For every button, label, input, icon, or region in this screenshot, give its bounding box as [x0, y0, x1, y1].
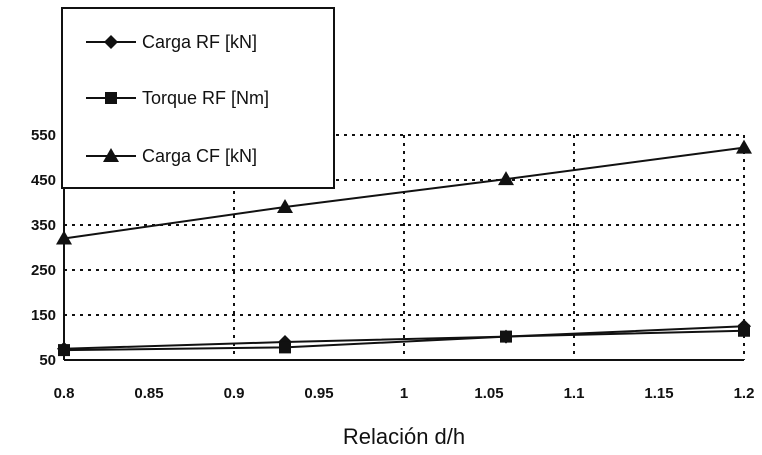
- y-tick-label: 350: [31, 217, 56, 234]
- x-tick-label: 1.2: [734, 385, 755, 402]
- legend-label: Torque RF [Nm]: [142, 88, 269, 108]
- y-tick-label: 150: [31, 307, 56, 324]
- series-group: [56, 139, 752, 357]
- x-tick-label: 0.8: [54, 385, 75, 402]
- y-tick-label: 250: [31, 262, 56, 279]
- legend-marker-diamond: [104, 35, 118, 49]
- x-tick-label: 0.9: [224, 385, 245, 402]
- x-axis-title: Relación d/h: [343, 424, 465, 449]
- x-tick-label: 0.85: [134, 385, 163, 402]
- legend-label: Carga CF [kN]: [142, 146, 257, 166]
- x-tick-label: 1: [400, 385, 408, 402]
- series-line-triangle: [63, 146, 745, 240]
- series-line-square: [63, 329, 745, 352]
- data-point-square: [58, 344, 70, 357]
- data-point-square: [738, 324, 750, 337]
- y-tick-label: 450: [31, 172, 56, 189]
- series-line-diamond: [63, 325, 745, 350]
- x-tick-labels: 0.8 0.85 0.9 0.95 1 1.05 1.1 1.15 1.2: [54, 385, 755, 402]
- legend-marker-square: [105, 92, 117, 104]
- legend-label: Carga RF [kN]: [142, 32, 257, 52]
- x-tick-label: 1.05: [474, 385, 503, 402]
- data-point-triangle: [498, 171, 514, 186]
- y-tick-label: 50: [39, 352, 56, 369]
- x-tick-label: 1.1: [564, 385, 585, 402]
- x-tick-label: 0.95: [304, 385, 333, 402]
- data-point-triangle: [736, 139, 752, 154]
- data-point-triangle: [56, 230, 72, 245]
- y-tick-label: 550: [31, 127, 56, 144]
- legend-marker-triangle: [103, 148, 119, 162]
- data-point-triangle: [277, 199, 293, 213]
- x-tick-label: 1.15: [644, 385, 673, 402]
- legend-items: Carga RF [kN] Torque RF [Nm] Carga CF [kN]: [86, 32, 269, 166]
- data-point-square: [500, 330, 512, 343]
- y-tick-labels: 50 150 250 350 450 550: [31, 127, 56, 369]
- legend: Carga RF [kN] Torque RF [Nm] Carga CF [kN]: [61, 7, 335, 189]
- data-point-square: [279, 341, 291, 354]
